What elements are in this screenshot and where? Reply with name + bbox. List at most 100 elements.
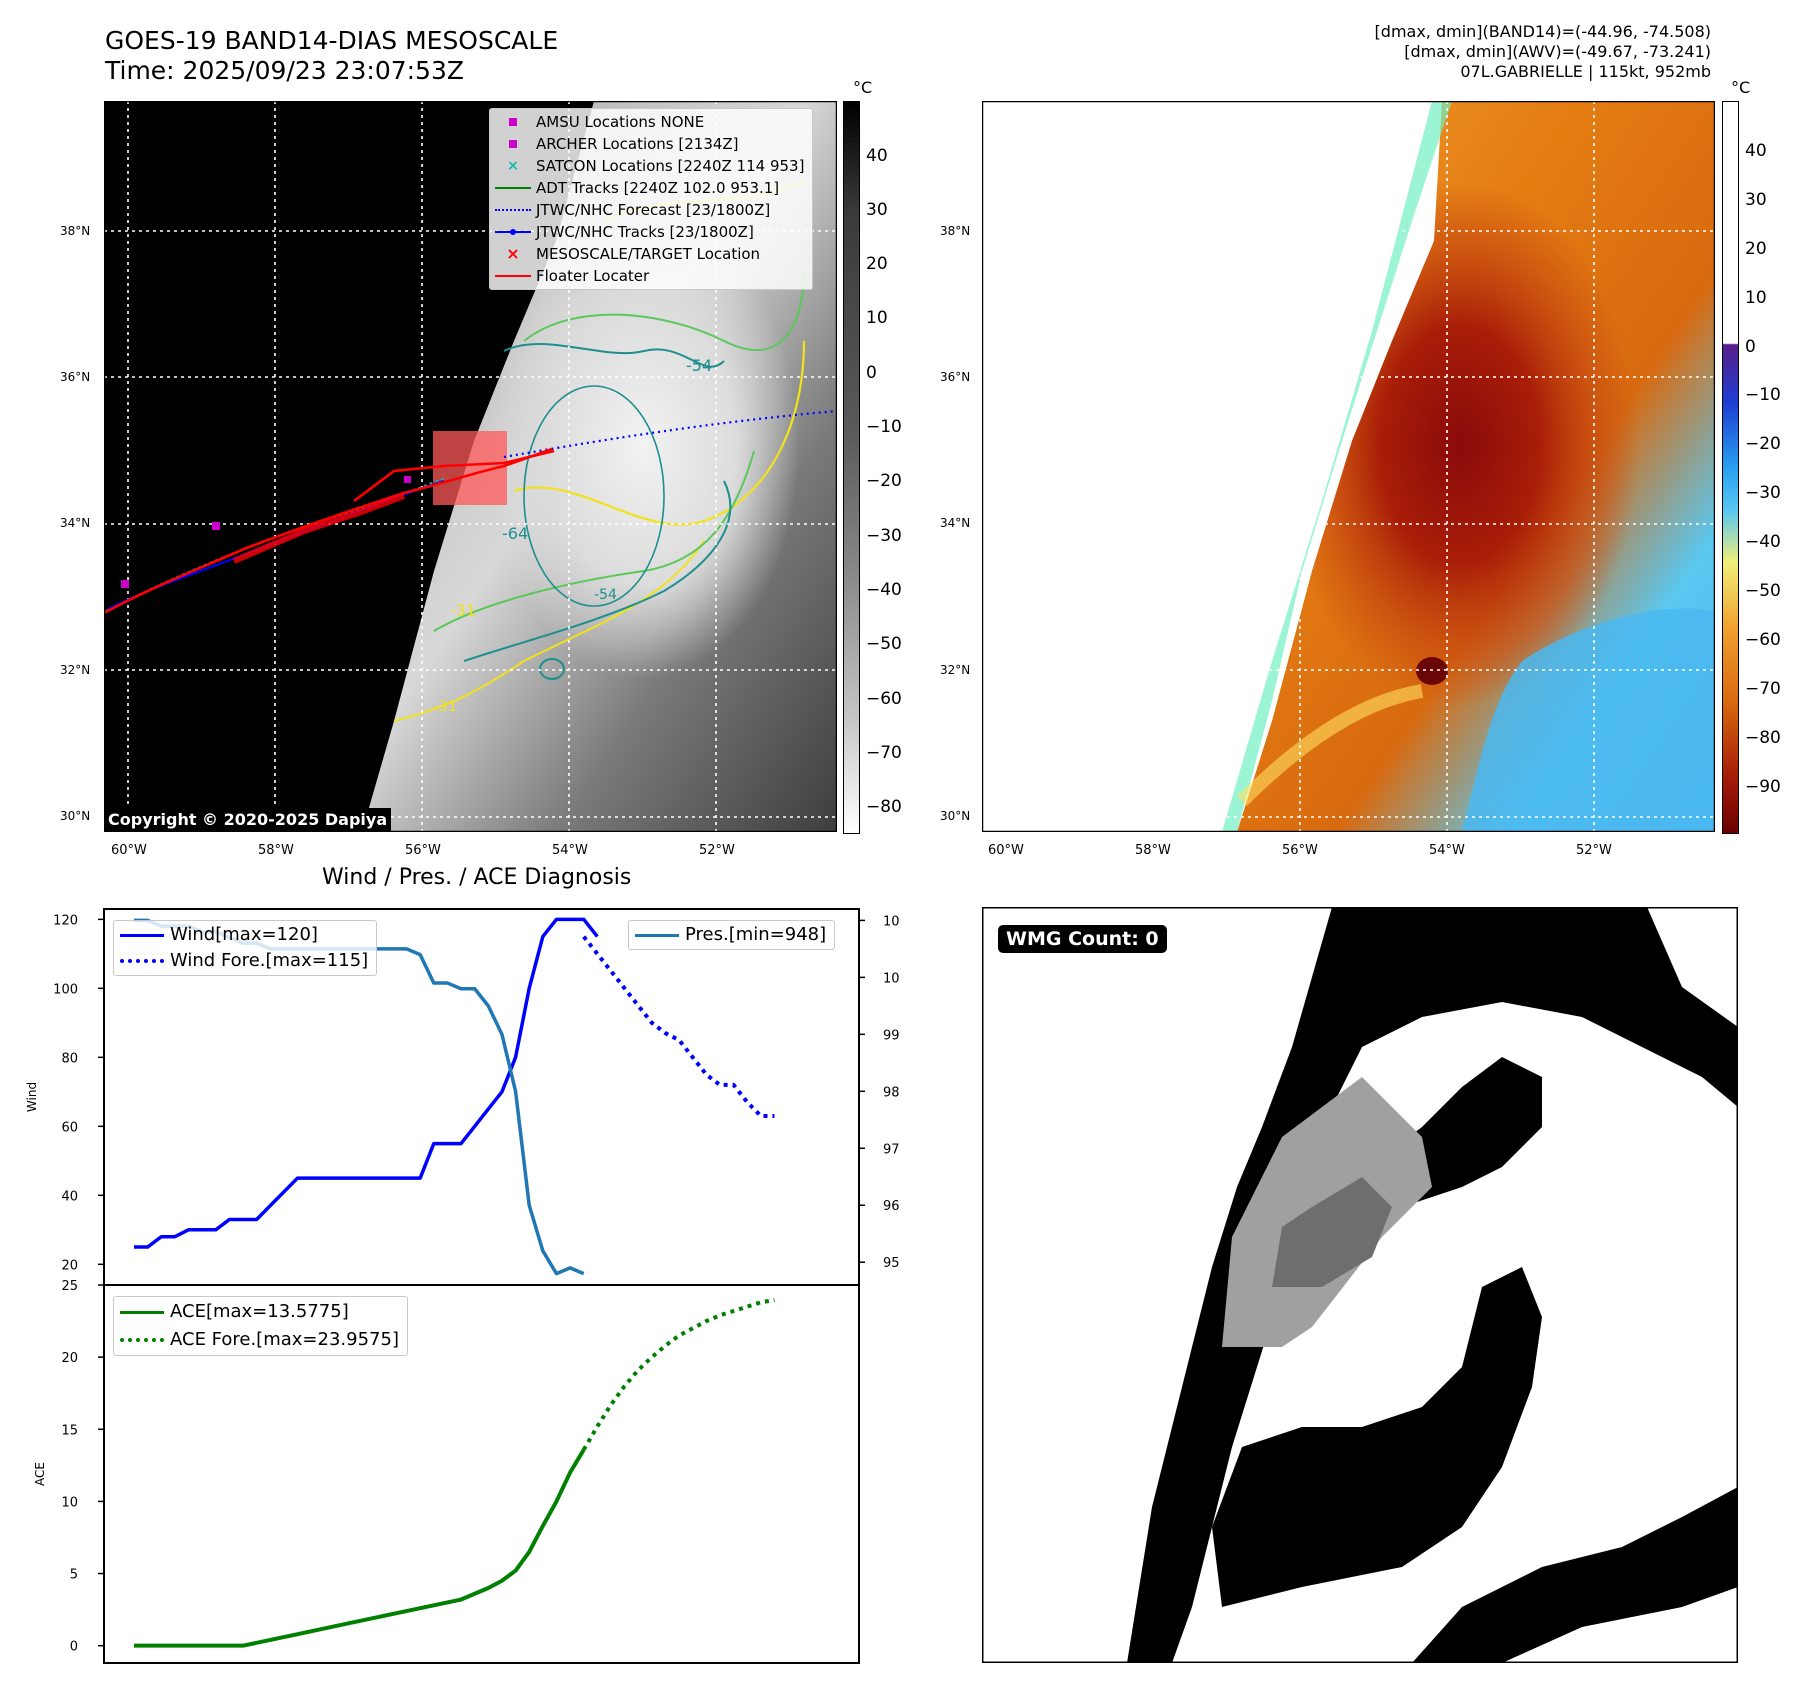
colorbar-tick: −10 [1745, 385, 1781, 405]
wmg-region-black [1412, 1487, 1738, 1663]
series-line [581, 1298, 775, 1451]
info-line-1: [dmax, dmin](BAND14)=(-44.96, -74.508) [1374, 22, 1711, 41]
y-axis-label: ACE [33, 1462, 47, 1486]
y-tick-label: 40 [61, 1189, 78, 1204]
wmg-region-black [1127, 907, 1738, 1663]
y-tick-label: 25 [61, 1279, 78, 1294]
legend-item: Floater Locater [490, 265, 804, 287]
colorbar-tick: −70 [866, 743, 902, 763]
legend-item: Pres.[min=948] [629, 922, 826, 948]
contour-yellow [513, 340, 806, 526]
line-dot-icon [490, 222, 536, 242]
lat-label: 32°N [940, 663, 971, 677]
colorbar-tick: −20 [1745, 434, 1781, 454]
y-tick-label: 20 [61, 1258, 78, 1273]
contour-label: -64 [502, 524, 528, 543]
lat-label: 34°N [60, 516, 91, 530]
y-right-tick-label: 950 [883, 1256, 900, 1271]
legend-item: ACE[max=13.5775] [114, 1298, 399, 1326]
colorbar-left [843, 101, 860, 834]
colorbar-tick: −60 [1745, 630, 1781, 650]
awv-map [982, 101, 1715, 832]
y-tick-label: 20 [61, 1351, 78, 1366]
lat-label: 38°N [940, 224, 971, 238]
legend-item: × SATCON Locations [2240Z 114 953] [490, 155, 804, 177]
line-icon [629, 925, 685, 945]
y-tick-label: 60 [61, 1120, 78, 1135]
y-right-tick-label: 970 [883, 1142, 900, 1157]
colorbar-tick: 10 [1745, 288, 1767, 308]
x-marker-icon: × [507, 158, 519, 174]
colorbar-unit: °C [853, 78, 873, 97]
x-marker-icon: × [506, 244, 520, 263]
colorbar-tick: 20 [866, 254, 888, 274]
colorbar-tick: −40 [1745, 532, 1781, 552]
colorbar-tick: 0 [1745, 337, 1756, 357]
colorbar-tick: −30 [866, 526, 902, 546]
square-marker-icon [490, 134, 536, 154]
colorbar-tick: −80 [866, 797, 902, 817]
legend-item: Wind[max=120] [114, 922, 368, 948]
colorbar-unit: °C [1731, 78, 1751, 97]
line-icon [114, 1302, 170, 1322]
colorbar-tick: 40 [866, 146, 888, 166]
y-right-tick-label: 1000 [883, 971, 900, 986]
colorbar-tick: −30 [1745, 483, 1781, 503]
colorbar-tick: −80 [1745, 728, 1781, 748]
legend-item: × MESOSCALE/TARGET Location [490, 243, 804, 265]
legend-item: ACE Fore.[max=23.9575] [114, 1326, 399, 1354]
lat-label: 32°N [60, 663, 91, 677]
info-line-3: 07L.GABRIELLE | 115kt, 952mb [1460, 62, 1711, 81]
lat-label: 36°N [940, 370, 971, 384]
line-icon [490, 178, 536, 198]
lon-label: 56°W [1282, 843, 1318, 858]
y-right-tick-label: 990 [883, 1028, 900, 1043]
colorbar-tick: −60 [866, 689, 902, 709]
contour-label: -54 [686, 356, 712, 375]
colorbar-tick: 30 [1745, 190, 1767, 210]
lat-label: 38°N [60, 224, 91, 238]
legend-item: Wind Fore.[max=115] [114, 948, 368, 974]
colorbar-tick: −70 [1745, 679, 1781, 699]
dotted-line-icon [114, 1330, 170, 1350]
legend-item: ARCHER Locations [2134Z] [490, 133, 804, 155]
lon-label: 60°W [111, 843, 147, 858]
lon-label: 54°W [1429, 843, 1465, 858]
y-tick-label: 80 [61, 1051, 78, 1066]
y-axis-label: Wind [25, 1082, 39, 1112]
colorbar-tick: 10 [866, 308, 888, 328]
lon-label: 52°W [1576, 843, 1612, 858]
lon-label: 52°W [699, 843, 735, 858]
figure-title: GOES-19 BAND14-DIAS MESOSCALE [105, 26, 559, 55]
lat-label: 30°N [60, 809, 91, 823]
series-line [582, 935, 775, 1118]
archer-marker [404, 476, 411, 483]
lon-label: 54°W [552, 843, 588, 858]
contour-teal [503, 343, 725, 368]
contour-label: -31 [450, 601, 476, 620]
floater-track [104, 447, 553, 615]
colorbar-tick: 0 [866, 363, 877, 383]
wmg-region-dark [1272, 1177, 1392, 1287]
diagnosis-chart: 2040608010012095096097098099010001010Win… [25, 908, 900, 1664]
lon-label: 58°W [258, 843, 294, 858]
dotted-line-icon [490, 200, 536, 220]
contour-label: -31 [434, 699, 457, 715]
colorbar-tick: −50 [866, 634, 902, 654]
legend-item: AMSU Locations NONE [490, 111, 804, 133]
colorbar-tick: −90 [1745, 777, 1781, 797]
colorbar-right [1722, 101, 1739, 834]
wmg-count-badge: WMG Count: 0 [998, 925, 1167, 953]
colorbar-tick: −40 [866, 580, 902, 600]
y-right-tick-label: 980 [883, 1085, 900, 1100]
lat-label: 34°N [940, 516, 971, 530]
series-line [134, 917, 599, 1249]
y-tick-label: 10 [61, 1495, 78, 1510]
archer-marker [212, 522, 220, 530]
colorbar-tick: 20 [1745, 239, 1767, 259]
lon-label: 60°W [988, 843, 1024, 858]
dotted-line-icon [114, 951, 170, 971]
map-grid [104, 101, 837, 832]
colorbar-tick: 40 [1745, 141, 1767, 161]
colorbar-tick: −20 [866, 471, 902, 491]
